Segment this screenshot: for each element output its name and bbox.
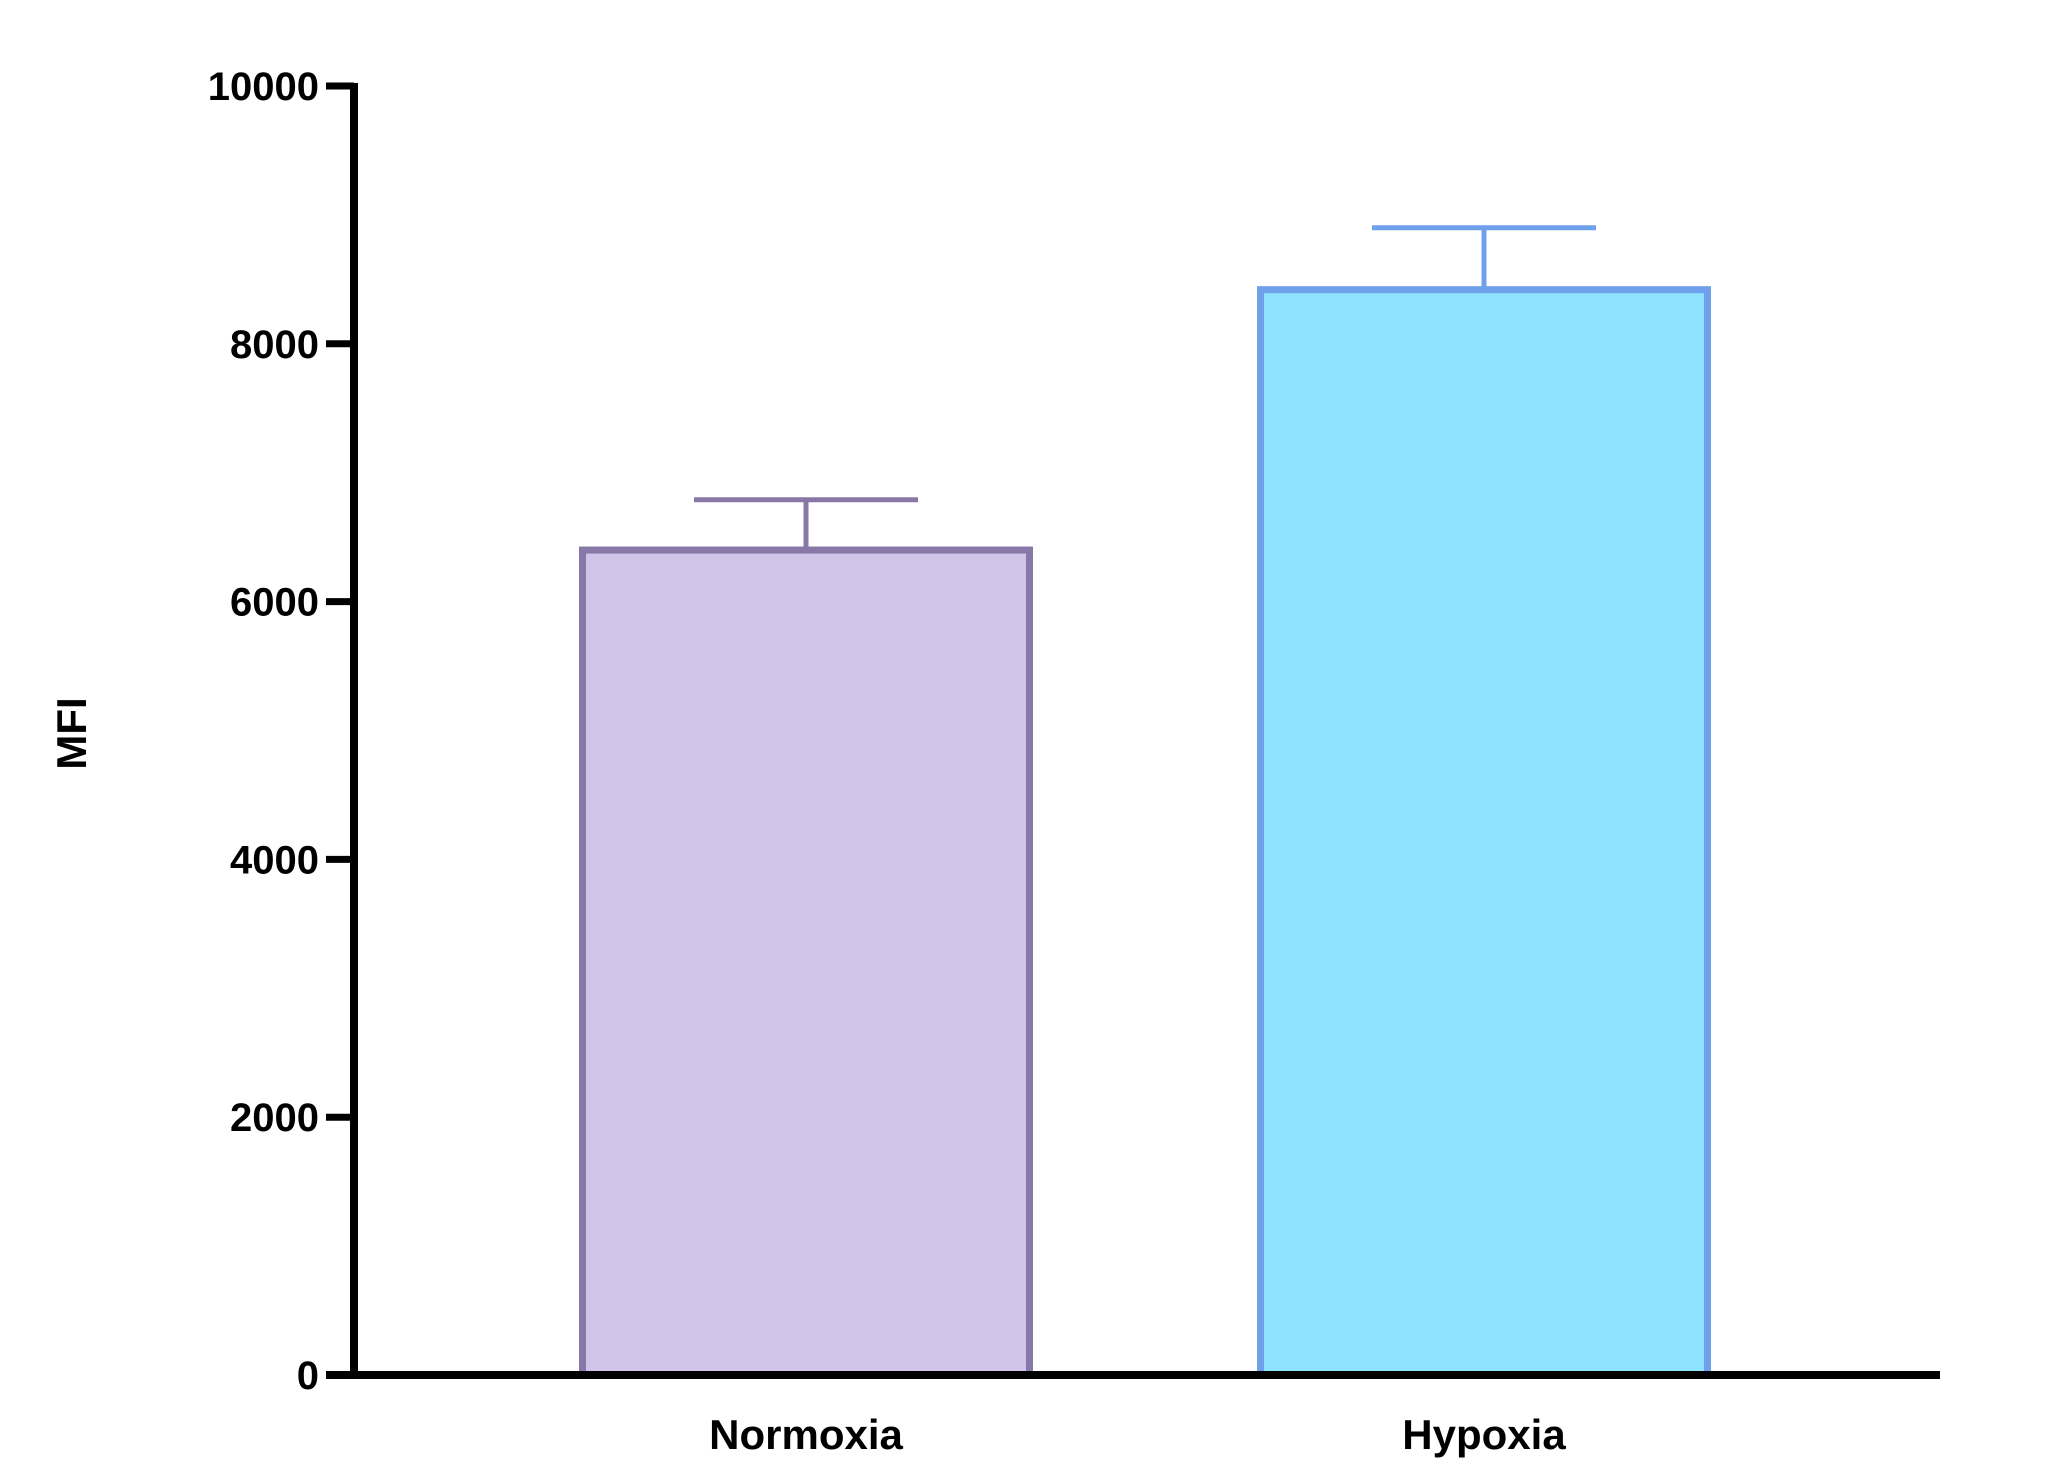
x-tick-label-hypoxia: Hypoxia <box>1402 1411 1566 1458</box>
y-tick-label-4000: 4000 <box>230 838 319 882</box>
axes-layer <box>326 82 1940 1379</box>
bar-hypoxia <box>1257 286 1711 1379</box>
bar-normoxia <box>579 546 1033 1379</box>
labels-layer: Normoxia Hypoxia 0 2000 4000 6000 8000 10000 MFI <box>48 65 1566 1458</box>
error-bars-layer <box>694 225 1596 551</box>
y-tick-label-6000: 6000 <box>230 581 319 625</box>
y-tick-label-0: 0 <box>297 1354 319 1398</box>
bars-layer <box>579 286 1711 1379</box>
y-tick-label-8000: 8000 <box>230 323 319 367</box>
y-tick-label-10000: 10000 <box>208 65 319 109</box>
x-tick-label-normoxia: Normoxia <box>709 1411 903 1458</box>
y-tick-label-2000: 2000 <box>230 1096 319 1140</box>
y-axis-title: MFI <box>48 697 95 769</box>
